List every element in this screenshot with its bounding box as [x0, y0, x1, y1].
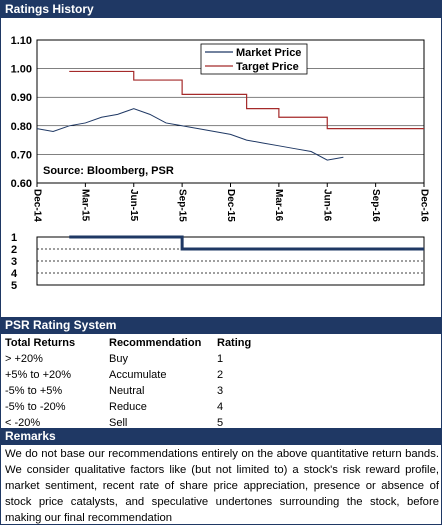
y-tick-label: 1.10	[11, 35, 32, 47]
cell-recommendation: Reduce	[109, 401, 147, 413]
header-rating: Rating	[217, 337, 252, 349]
rating-step-line	[69, 235, 424, 251]
x-tick-label: Sep-15	[176, 189, 187, 222]
legend-box	[200, 43, 308, 75]
cell-rating: 5	[217, 417, 224, 429]
rating-y-tick-label: 2	[11, 244, 17, 256]
cell-total-returns: -5% to -20%	[5, 401, 66, 413]
header-total-returns: Total Returns	[5, 337, 76, 349]
cell-rating: 3	[217, 385, 224, 397]
cell-total-returns: < -20%	[5, 417, 41, 429]
x-tick-label: Sep-16	[370, 189, 381, 222]
y-tick-label: 0.80	[11, 121, 32, 133]
x-tick-label: Jun-15	[128, 189, 139, 222]
cell-recommendation: Buy	[109, 353, 128, 365]
header-recommendation: Recommendation	[109, 337, 202, 349]
x-tick-label: Dec-15	[225, 189, 236, 222]
remarks-text: We do not base our recommendations entir…	[5, 448, 439, 524]
rating-y-tick-label: 4	[11, 268, 18, 280]
cell-rating: 2	[217, 369, 224, 381]
target-price-line	[69, 70, 424, 130]
legend-label-target-price: Target Price	[236, 61, 299, 73]
cell-rating: 1	[217, 353, 224, 365]
legend: Market Price Target Price	[200, 43, 308, 75]
x-tick-label: Mar-16	[273, 189, 284, 222]
cell-total-returns: > +20%	[5, 353, 43, 365]
table-row: -5% to -20% Reduce 4	[5, 399, 437, 415]
y-tick-label: 1.00	[11, 64, 32, 76]
x-tick-label: Dec-14	[31, 189, 42, 222]
rating-table: Total Returns Recommendation Rating > +2…	[5, 335, 437, 431]
legend-label-market-price: Market Price	[236, 47, 301, 59]
price-chart: 0.60 0.70 0.80 0.90 1.00 1.10 Dec-14 Mar-15 Jun-…	[11, 35, 430, 222]
y-tick-label: 0.60	[11, 178, 32, 190]
rating-y-tick-label: 1	[11, 232, 17, 244]
psr-rating-system-header: PSR Rating System	[1, 317, 441, 334]
rating-y-tick-label: 3	[11, 256, 17, 268]
y-tick-label: 0.90	[11, 92, 32, 104]
rating-table-header-row: Total Returns Recommendation Rating	[5, 335, 437, 351]
table-row: +5% to +20% Accumulate 2	[5, 367, 437, 383]
table-row: -5% to +5% Neutral 3	[5, 383, 437, 399]
table-row: > +20% Buy 1	[5, 351, 437, 367]
table-row: < -20% Sell 5	[5, 415, 437, 431]
y-tick-label: 0.70	[11, 149, 32, 161]
source-annotation: Source: Bloomberg, PSR	[43, 165, 174, 177]
rating-y-tick-label: 5	[11, 280, 17, 291]
x-tick-label: Mar-15	[80, 189, 91, 222]
cell-total-returns: +5% to +20%	[5, 369, 72, 381]
cell-total-returns: -5% to +5%	[5, 385, 63, 397]
market-price-line	[36, 108, 344, 161]
cell-recommendation: Sell	[109, 417, 128, 429]
cell-recommendation: Neutral	[109, 385, 145, 397]
cell-recommendation: Accumulate	[109, 369, 167, 381]
ratings-history-header: Ratings History	[1, 1, 441, 18]
x-tick-label: Dec-16	[418, 189, 429, 222]
remarks-header: Remarks	[1, 428, 441, 445]
cell-rating: 4	[217, 401, 224, 413]
x-tick-label: Jun-16	[322, 189, 333, 222]
